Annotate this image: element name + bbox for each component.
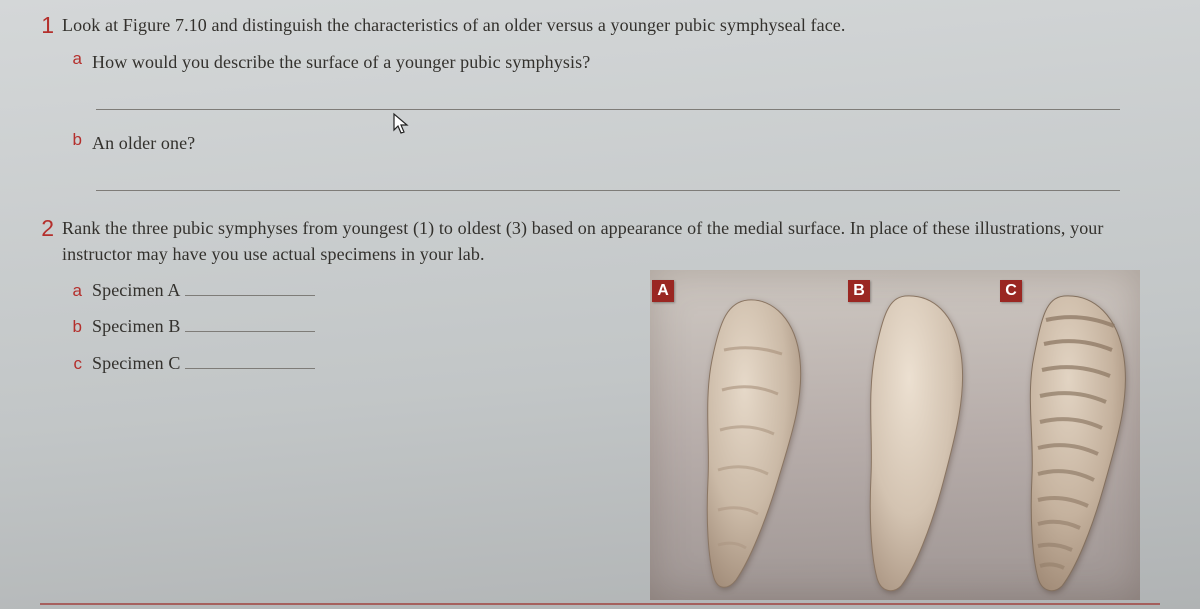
q1a-letter: a xyxy=(62,49,82,69)
q1b-answer-line[interactable] xyxy=(96,172,1120,191)
specimen-figure: A B C xyxy=(650,270,1140,600)
q1a-answer-line[interactable] xyxy=(96,91,1120,110)
q1b-text: An older one? xyxy=(92,130,195,156)
q2a-text: Specimen A xyxy=(92,277,181,303)
worksheet-page: 1 Look at Figure 7.10 and distinguish th… xyxy=(0,0,1200,609)
q1b-letter: b xyxy=(62,130,82,150)
specimen-c-bone xyxy=(1002,288,1137,593)
question-1b: b An older one? xyxy=(62,130,1160,156)
question-2: 2 Rank the three pubic symphyses from yo… xyxy=(28,215,1160,267)
q2b-letter: b xyxy=(62,317,82,337)
question-1: 1 Look at Figure 7.10 and distinguish th… xyxy=(28,12,1160,39)
q1a-text: How would you describe the surface of a … xyxy=(92,49,590,75)
page-bottom-rule xyxy=(40,603,1160,605)
q2-text: Rank the three pubic symphyses from youn… xyxy=(62,215,1152,267)
specimen-a-bone xyxy=(678,290,818,590)
q2c-blank[interactable] xyxy=(185,354,315,369)
specimen-b-bone xyxy=(845,288,975,593)
q1-number: 1 xyxy=(28,12,54,39)
q2c-text: Specimen C xyxy=(92,350,181,376)
q2b-text: Specimen B xyxy=(92,313,181,339)
q2-number: 2 xyxy=(28,215,54,242)
question-1a: a How would you describe the surface of … xyxy=(62,49,1160,75)
q2a-letter: a xyxy=(62,281,82,301)
label-box-a: A xyxy=(652,280,674,302)
q1-text: Look at Figure 7.10 and distinguish the … xyxy=(62,12,1160,38)
q2b-blank[interactable] xyxy=(185,317,315,332)
q2c-letter: c xyxy=(62,354,82,374)
q2a-blank[interactable] xyxy=(185,281,315,296)
